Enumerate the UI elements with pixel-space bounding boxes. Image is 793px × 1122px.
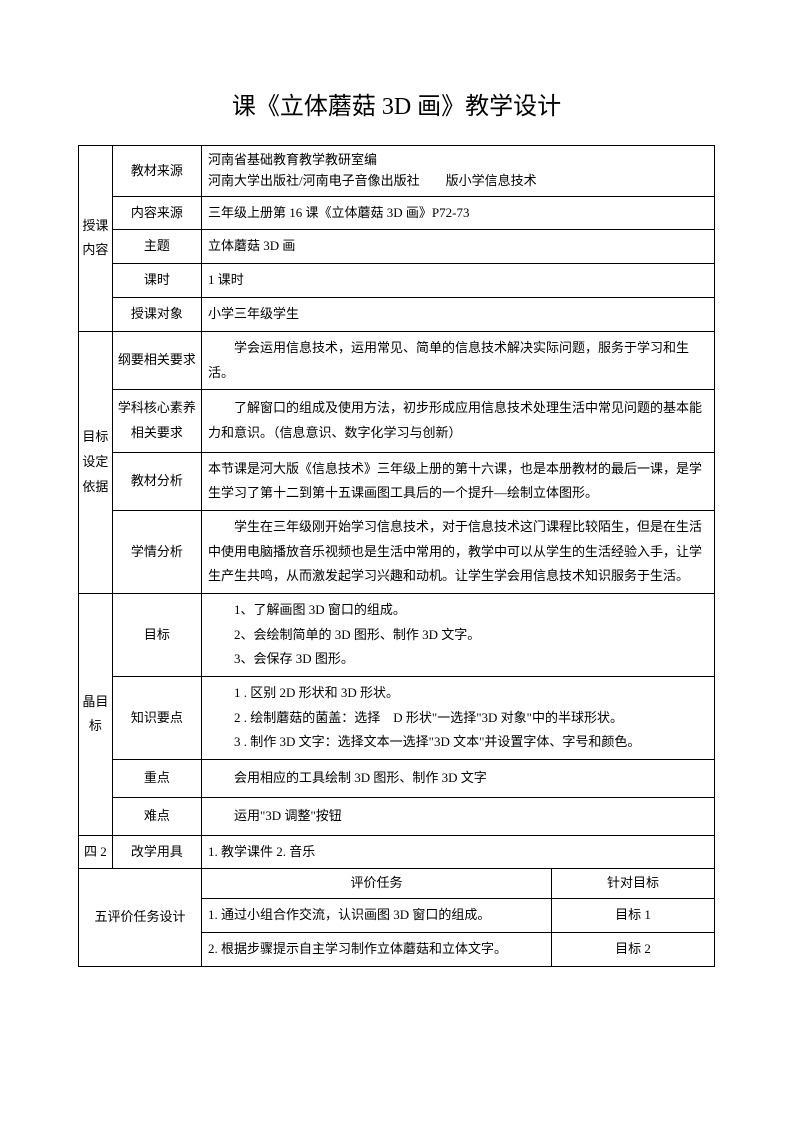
row-value: 会用相应的工具绘制 3D 图形、制作 3D 文字	[202, 760, 715, 798]
row-value: 立体蘑菇 3D 画	[202, 230, 715, 264]
row-value: 运用"3D 调整"按钮	[202, 797, 715, 835]
table-row: 难点 运用"3D 调整"按钮	[79, 797, 715, 835]
row-key: 学情分析	[112, 510, 201, 593]
row-key: 难点	[112, 797, 201, 835]
eval-task: 2. 根据步骤提示自主学习制作立体蘑菇和立体文字。	[202, 932, 552, 966]
table-row: 主题 立体蘑菇 3D 画	[79, 230, 715, 264]
row-key: 改学用具	[112, 835, 201, 869]
row-value: 三年级上册第 16 课《立体蘑菇 3D 画》P72-73	[202, 196, 715, 230]
table-row: 学科核心素养相关要求 了解窗口的组成及使用方法，初步形成应用信息技术处理生活中常…	[79, 390, 715, 452]
row-value: 1. 教学课件 2. 音乐	[202, 835, 715, 869]
table-row: 四 2 改学用具 1. 教学课件 2. 音乐	[79, 835, 715, 869]
section-label: 四 2	[79, 835, 113, 869]
table-row: 五评价任务设计 评价任务 针对目标	[79, 869, 715, 899]
section-label: 授课内容	[79, 146, 113, 332]
row-key: 内容来源	[112, 196, 201, 230]
row-key: 教材分析	[112, 452, 201, 510]
section-label: 晶目标	[79, 594, 113, 836]
table-row: 目标设定依据 纲要相关要求 学会运用信息技术，运用常见、简单的信息技术解决实际问…	[79, 331, 715, 389]
row-key: 课时	[112, 264, 201, 298]
row-value: 学生在三年级刚开始学习信息技术，对于信息技术这门课程比较陌生，但是在生活中使用电…	[202, 510, 715, 593]
table-row: 课时 1 课时	[79, 264, 715, 298]
row-value: 小学三年级学生	[202, 298, 715, 332]
table-row: 知识要点 1 . 区别 2D 形状和 3D 形状。 2 . 绘制蘑菇的菌盖：选择…	[79, 677, 715, 760]
row-key: 重点	[112, 760, 201, 798]
row-value: 1 . 区别 2D 形状和 3D 形状。 2 . 绘制蘑菇的菌盖：选择 D 形状…	[202, 677, 715, 760]
row-key: 学科核心素养相关要求	[112, 390, 201, 452]
table-row: 授课内容 教材来源 河南省基础教育教学教研室编 河南大学出版社/河南电子音像出版…	[79, 146, 715, 197]
table-row: 授课对象 小学三年级学生	[79, 298, 715, 332]
eval-header-task: 评价任务	[202, 869, 552, 899]
eval-target: 目标 1	[552, 899, 715, 933]
table-row: 学情分析 学生在三年级刚开始学习信息技术，对于信息技术这门课程比较陌生，但是在生…	[79, 510, 715, 593]
page-title: 课《立体蘑菇 3D 画》教学设计	[78, 86, 715, 121]
table-row: 晶目标 目标 1、了解画图 3D 窗口的组成。 2、会绘制简单的 3D 图形、制…	[79, 594, 715, 677]
page: 课《立体蘑菇 3D 画》教学设计 授课内容 教材来源 河南省基础教育教学教研室编…	[0, 0, 793, 1017]
section-label: 五评价任务设计	[79, 869, 202, 966]
row-key: 纲要相关要求	[112, 331, 201, 389]
row-value: 1 课时	[202, 264, 715, 298]
table-row: 教材分析 本节课是河大版《信息技术》三年级上册的第十六课，也是本册教材的最后一课…	[79, 452, 715, 510]
eval-target: 目标 2	[552, 932, 715, 966]
row-key: 知识要点	[112, 677, 201, 760]
eval-header-target: 针对目标	[552, 869, 715, 899]
row-value: 河南省基础教育教学教研室编 河南大学出版社/河南电子音像出版社 版小学信息技术	[202, 146, 715, 197]
table-row: 内容来源 三年级上册第 16 课《立体蘑菇 3D 画》P72-73	[79, 196, 715, 230]
row-key: 目标	[112, 594, 201, 677]
table-row: 重点 会用相应的工具绘制 3D 图形、制作 3D 文字	[79, 760, 715, 798]
row-value: 了解窗口的组成及使用方法，初步形成应用信息技术处理生活中常见问题的基本能力和意识…	[202, 390, 715, 452]
row-key: 教材来源	[112, 146, 201, 197]
row-key: 授课对象	[112, 298, 201, 332]
section-label: 目标设定依据	[79, 331, 113, 593]
eval-task: 1. 通过小组合作交流，认识画图 3D 窗口的组成。	[202, 899, 552, 933]
row-key: 主题	[112, 230, 201, 264]
lesson-table: 授课内容 教材来源 河南省基础教育教学教研室编 河南大学出版社/河南电子音像出版…	[78, 145, 715, 966]
row-value: 1、了解画图 3D 窗口的组成。 2、会绘制简单的 3D 图形、制作 3D 文字…	[202, 594, 715, 677]
row-value: 本节课是河大版《信息技术》三年级上册的第十六课，也是本册教材的最后一课，是学生学…	[202, 452, 715, 510]
row-value: 学会运用信息技术，运用常见、简单的信息技术解决实际问题，服务于学习和生活。	[202, 331, 715, 389]
